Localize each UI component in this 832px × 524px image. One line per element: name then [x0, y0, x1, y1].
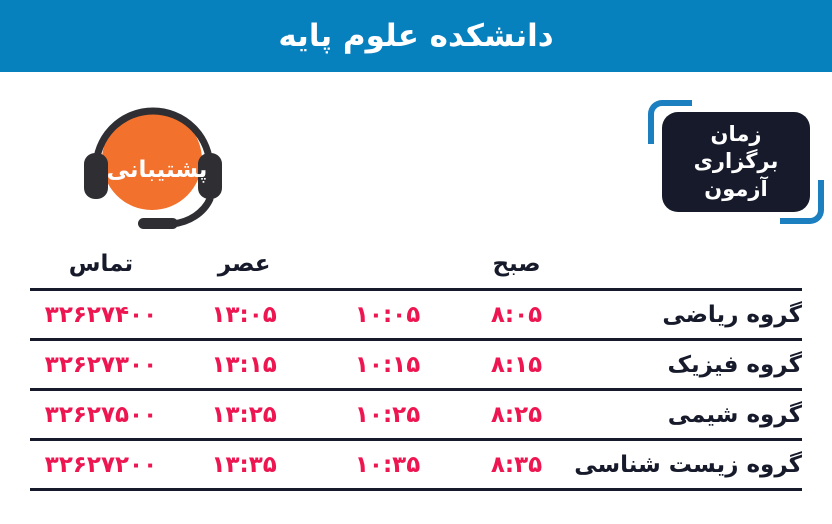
cell-morning-time: ۸:۳۵ — [458, 438, 575, 491]
corner-bracket-bottom-right-icon — [780, 180, 824, 224]
cell-group-name: گروه زیست شناسی — [574, 438, 802, 491]
exam-time-badge: زمان برگزاری آزمون — [648, 100, 824, 224]
table-row: گروه شیمی ۸:۲۵ ۱۰:۲۵ ۱۳:۲۵ ۳۲۶۲۷۵۰۰ — [30, 388, 802, 440]
cell-morning-time: ۸:۱۵ — [458, 338, 575, 390]
cell-group-name: گروه شیمی — [574, 388, 802, 440]
cell-group-name: گروه فیزیک — [574, 338, 802, 390]
cell-evening-time: ۱۳:۱۵ — [171, 338, 317, 390]
headset-icon — [84, 107, 222, 229]
cell-morning-time: ۸:۰۵ — [458, 288, 575, 340]
cell-morning-time: ۸:۲۵ — [458, 388, 575, 440]
page-header-banner: دانشکده علوم پایه — [0, 0, 832, 72]
column-header-group — [574, 240, 802, 290]
exam-time-badge-box: زمان برگزاری آزمون — [662, 112, 810, 212]
table-row: گروه ریاضی ۸:۰۵ ۱۰:۰۵ ۱۳:۰۵ ۳۲۶۲۷۴۰۰ — [30, 288, 802, 340]
column-header-morning: صبح — [492, 251, 541, 277]
cell-noon-time: ۱۰:۳۵ — [316, 438, 459, 491]
cell-contact-number: ۳۲۶۲۷۴۰۰ — [30, 288, 172, 340]
table-row: گروه فیزیک ۸:۱۵ ۱۰:۱۵ ۱۳:۱۵ ۳۲۶۲۷۳۰۰ — [30, 338, 802, 390]
cell-evening-time: ۱۳:۰۵ — [171, 288, 317, 340]
cell-noon-time: ۱۰:۱۵ — [316, 338, 459, 390]
support-badge: پشتیبانی — [76, 98, 234, 230]
cell-evening-time: ۱۳:۳۵ — [171, 438, 317, 491]
column-header-noon — [316, 240, 459, 290]
table-row: گروه زیست شناسی ۸:۳۵ ۱۰:۳۵ ۱۳:۳۵ ۳۲۶۲۷۲۰… — [30, 438, 802, 491]
cell-contact-number: ۳۲۶۲۷۲۰۰ — [30, 438, 172, 491]
column-header-evening: عصر — [217, 251, 271, 277]
exam-schedule-table: صبح عصر تماس گروه ریاضی ۸:۰۵ ۱۰:۰۵ ۱۳:۰۵… — [30, 240, 802, 491]
cell-contact-number: ۳۲۶۲۷۵۰۰ — [30, 388, 172, 440]
cell-noon-time: ۱۰:۰۵ — [316, 288, 459, 340]
cell-noon-time: ۱۰:۲۵ — [316, 388, 459, 440]
corner-bracket-top-left-icon — [648, 100, 692, 144]
exam-time-badge-label: زمان برگزاری آزمون — [693, 122, 779, 201]
table-header-row: صبح عصر تماس — [30, 240, 802, 290]
cell-contact-number: ۳۲۶۲۷۳۰۰ — [30, 338, 172, 390]
cell-group-name: گروه ریاضی — [574, 288, 802, 340]
column-header-contact: تماس — [68, 251, 134, 277]
cell-evening-time: ۱۳:۲۵ — [171, 388, 317, 440]
page-title: دانشکده علوم پایه — [278, 17, 554, 54]
